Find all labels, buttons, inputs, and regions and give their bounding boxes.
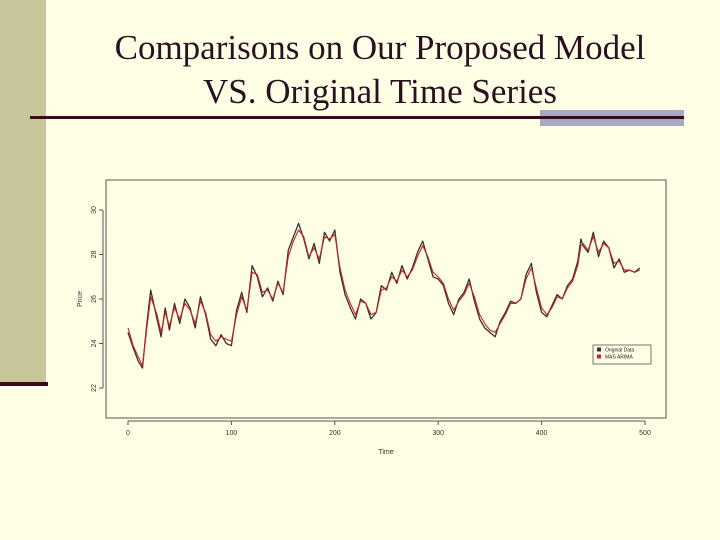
y-tick-label: 22: [91, 384, 98, 392]
slide-title-line2: VS. Original Time Series: [203, 72, 557, 111]
x-tick-label: 200: [329, 430, 341, 437]
y-axis-label: Price: [77, 291, 84, 307]
legend-swatch: [597, 347, 601, 352]
slide-title-line1: Comparisons on Our Proposed Model: [114, 28, 646, 67]
x-tick-label: 300: [432, 430, 444, 437]
series-line-mas-arima: [127, 229, 641, 367]
left-accent-bar: [0, 0, 46, 382]
x-tick-label: 400: [536, 430, 548, 437]
legend-box: [592, 344, 652, 365]
y-tick-label: 28: [91, 251, 98, 259]
y-tick-label: 24: [91, 340, 98, 348]
x-tick-label: 500: [639, 430, 651, 437]
x-tick-label: 0: [126, 430, 130, 437]
slide-title: Comparisons on Our Proposed Model VS. Or…: [60, 26, 700, 114]
legend-label: Original Data: [605, 348, 634, 354]
title-rule: [30, 116, 684, 119]
series-line-original-data: [127, 222, 641, 369]
legend-swatch: [597, 354, 601, 359]
left-accent-bar-foot: [0, 382, 48, 386]
legend-label: MAS ARIMA: [605, 355, 633, 361]
chart-axes: 0 100 200 300 400 500 22 24 26 28 30: [91, 206, 651, 437]
y-tick-label: 26: [91, 295, 98, 303]
x-axis-label: Time: [378, 449, 393, 456]
chart-series-layer: [127, 222, 641, 369]
title-rule-accent-line: [540, 116, 684, 119]
y-tick-label: 30: [91, 206, 98, 214]
plot-frame: [105, 179, 667, 419]
x-tick-label: 100: [226, 430, 238, 437]
